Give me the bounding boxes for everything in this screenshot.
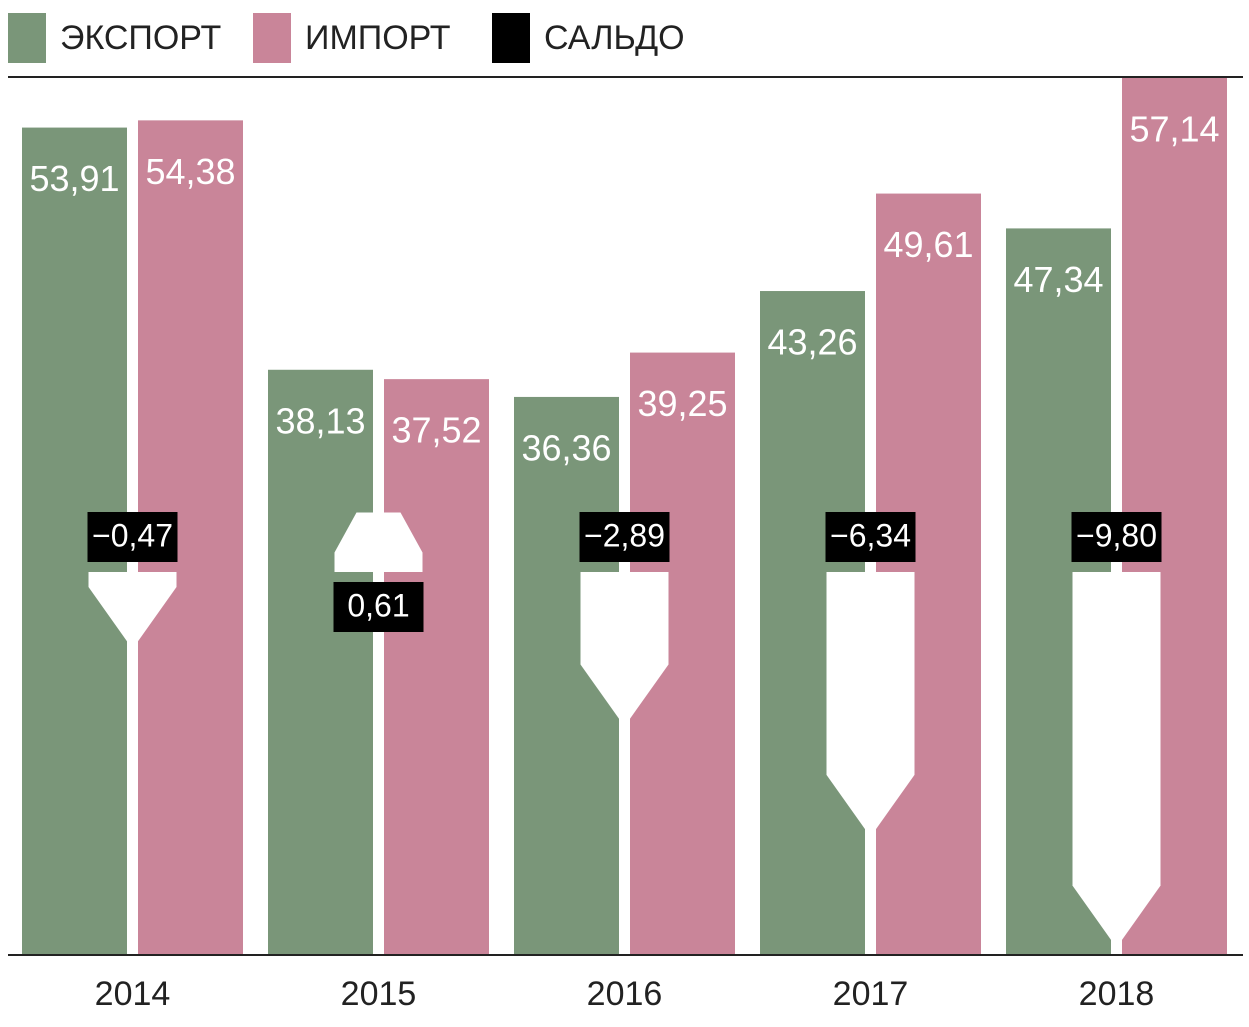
saldo-arrow [88, 572, 177, 650]
saldo-arrow [826, 572, 915, 837]
value-label: 53,91 [29, 158, 119, 199]
value-label: 49,61 [883, 224, 973, 265]
saldo-box [825, 512, 916, 562]
legend-swatch [492, 13, 530, 63]
value-label: 43,26 [767, 322, 857, 363]
value-label: 57,14 [1129, 109, 1219, 150]
legend-label: ЭКСПОРТ [60, 19, 221, 57]
saldo-arrow [334, 512, 423, 572]
saldo-box [87, 512, 178, 562]
legend-swatch [253, 13, 291, 63]
x-tick-label: 2016 [587, 975, 663, 1013]
x-tick-label: 2014 [95, 975, 171, 1013]
legend-label: ИМПОРТ [305, 19, 451, 57]
bar [268, 369, 373, 955]
x-tick-label: 2017 [833, 975, 909, 1013]
value-label: 36,36 [521, 427, 611, 468]
value-label: 39,25 [637, 383, 727, 424]
x-tick-label: 2015 [341, 975, 417, 1013]
saldo-box [333, 582, 424, 632]
legend-swatch [8, 13, 46, 63]
saldo-box [1071, 512, 1162, 562]
saldo-arrow [580, 572, 669, 727]
saldo-label: 0,61 [347, 587, 409, 623]
value-label: 38,13 [275, 400, 365, 441]
saldo-arrow [1072, 572, 1161, 948]
value-label: 37,52 [391, 410, 481, 451]
value-label: 47,34 [1013, 259, 1103, 300]
saldo-label: −6,34 [830, 517, 911, 553]
saldo-label: −9,80 [1076, 517, 1157, 553]
saldo-label: −2,89 [584, 517, 665, 553]
saldo-box [579, 512, 670, 562]
x-tick-label: 2018 [1079, 975, 1155, 1013]
saldo-label: −0,47 [92, 517, 173, 553]
bar [384, 379, 489, 955]
value-label: 54,38 [145, 151, 235, 192]
legend-label: САЛЬДО [544, 19, 685, 57]
